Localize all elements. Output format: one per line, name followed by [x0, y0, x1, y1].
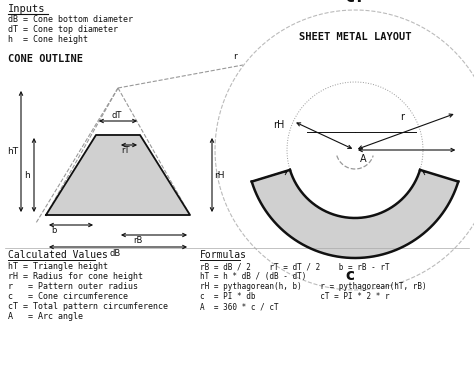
- Text: r   = Pattern outer radius: r = Pattern outer radius: [8, 282, 138, 291]
- Polygon shape: [46, 135, 190, 215]
- Text: Formulas: Formulas: [200, 250, 247, 260]
- Text: c   = Cone circumference: c = Cone circumference: [8, 292, 128, 301]
- Text: c: c: [346, 268, 355, 283]
- Text: r: r: [400, 112, 404, 122]
- Text: hT = Triangle height: hT = Triangle height: [8, 262, 108, 271]
- Text: dB: dB: [110, 249, 121, 258]
- Text: cT: cT: [345, 0, 365, 5]
- Text: c  = PI * db              cT = PI * 2 * r: c = PI * db cT = PI * 2 * r: [200, 292, 390, 301]
- Text: r: r: [233, 52, 237, 61]
- Text: rB = dB / 2    rT = dT / 2    b = rB - rT: rB = dB / 2 rT = dT / 2 b = rB - rT: [200, 262, 390, 271]
- Text: rT: rT: [121, 146, 129, 155]
- Text: rB: rB: [133, 236, 142, 245]
- Text: dT = Cone top diameter: dT = Cone top diameter: [8, 25, 118, 34]
- Text: dB = Cone bottom diameter: dB = Cone bottom diameter: [8, 15, 133, 24]
- Text: rH: rH: [273, 120, 284, 130]
- Text: h: h: [24, 171, 30, 180]
- Text: hT: hT: [7, 147, 18, 156]
- Text: hT = h * dB / (dB - dT): hT = h * dB / (dB - dT): [200, 272, 306, 281]
- Text: A   = Arc angle: A = Arc angle: [8, 312, 83, 321]
- Text: dT: dT: [112, 111, 122, 120]
- Text: h  = Cone height: h = Cone height: [8, 35, 88, 44]
- Text: b: b: [51, 226, 56, 235]
- Text: SHEET METAL LAYOUT: SHEET METAL LAYOUT: [299, 32, 411, 42]
- Text: rH = Radius for cone height: rH = Radius for cone height: [8, 272, 143, 281]
- Text: Calculated Values: Calculated Values: [8, 250, 108, 260]
- Text: A  = 360 * c / cT: A = 360 * c / cT: [200, 302, 279, 311]
- Text: cT = Total pattern circumference: cT = Total pattern circumference: [8, 302, 168, 311]
- Text: CONE OUTLINE: CONE OUTLINE: [8, 54, 83, 64]
- Text: rH = pythagorean(h, b)    r = pythagorean(hT, rB): rH = pythagorean(h, b) r = pythagorean(h…: [200, 282, 427, 291]
- Polygon shape: [252, 170, 458, 258]
- Text: A: A: [360, 154, 366, 164]
- Text: Inputs: Inputs: [8, 4, 46, 14]
- Text: rH: rH: [214, 171, 225, 180]
